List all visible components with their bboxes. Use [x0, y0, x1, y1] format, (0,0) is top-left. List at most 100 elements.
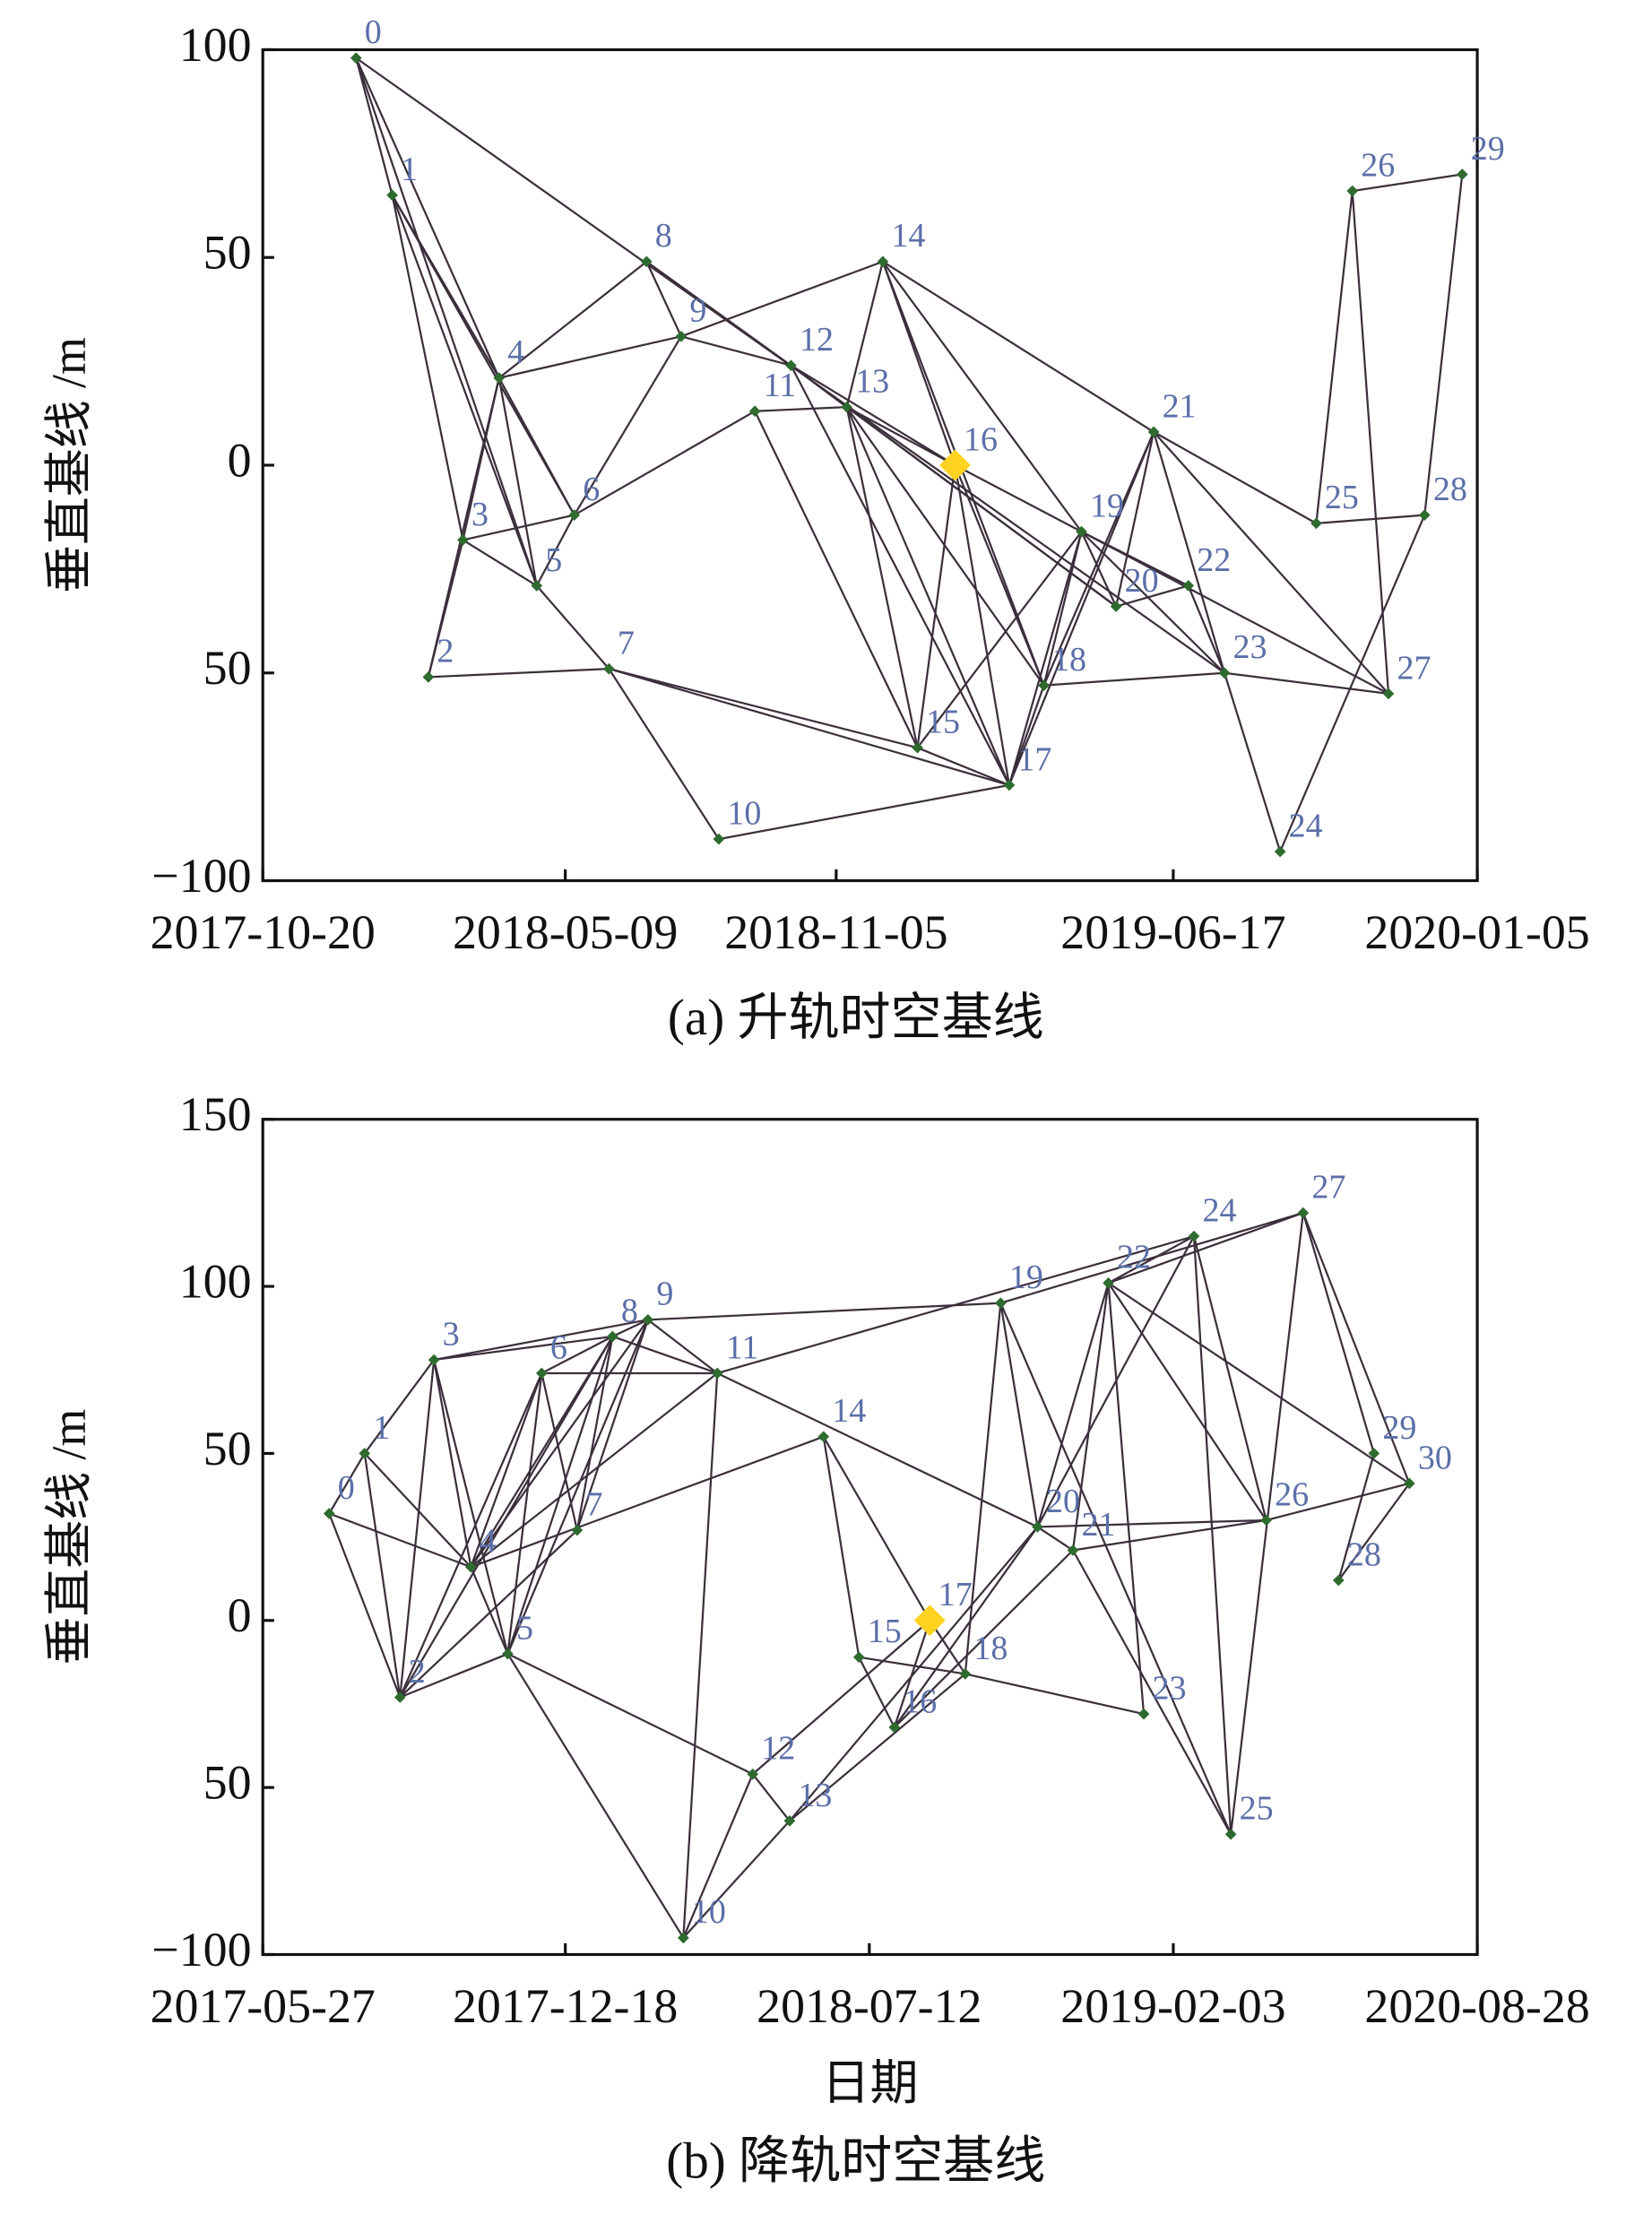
node-label: 14: [891, 217, 925, 255]
baseline-edge: [1042, 531, 1083, 686]
node-label: 24: [1289, 807, 1323, 844]
node-label: 12: [761, 1730, 795, 1768]
baseline-edge: [789, 1526, 1039, 1822]
node-label: 5: [545, 541, 562, 579]
node-label: 6: [550, 1328, 567, 1366]
baseline-edge: [328, 1512, 471, 1569]
edges: [355, 56, 1464, 852]
node: [386, 189, 398, 202]
baseline-edge: [1107, 1282, 1267, 1521]
node-label: 6: [583, 471, 600, 508]
node: [493, 372, 506, 384]
node: [747, 1768, 759, 1780]
baseline-edge: [1115, 431, 1155, 607]
node-label: 3: [443, 1315, 460, 1353]
baseline-edge: [1315, 190, 1354, 523]
baseline-edge: [1042, 431, 1155, 687]
baseline-edge: [1107, 1283, 1146, 1715]
y-tick-label: 0: [228, 1588, 252, 1642]
baseline-edge: [541, 1372, 578, 1531]
node: [877, 255, 889, 268]
node-label: 12: [800, 321, 834, 359]
node-label: 28: [1433, 471, 1467, 508]
baseline-edge: [1337, 1453, 1375, 1581]
node-label: 11: [726, 1328, 759, 1366]
baseline-edge: [498, 260, 647, 379]
baseline-edge: [1080, 531, 1389, 695]
baseline-edge: [535, 515, 575, 586]
node-label: 26: [1361, 146, 1395, 184]
baseline-edge: [752, 1619, 931, 1776]
baseline-edge: [845, 406, 919, 748]
y-tick-label: 50: [203, 226, 252, 280]
node-label: 8: [655, 217, 672, 255]
node: [568, 509, 581, 521]
node: [1137, 1708, 1150, 1720]
baseline-edge: [789, 1673, 966, 1822]
baseline-edge: [1224, 671, 1389, 696]
baseline-edge: [470, 1372, 718, 1569]
baseline-edge: [470, 1319, 649, 1568]
baseline-edge: [574, 410, 756, 516]
node: [713, 833, 725, 845]
baseline-edge: [433, 1359, 509, 1655]
baseline-edge: [1223, 672, 1282, 852]
baseline-edge: [647, 1302, 1001, 1321]
node: [428, 1354, 440, 1366]
node: [1368, 1448, 1380, 1459]
node: [422, 671, 435, 683]
node-label: 19: [1090, 488, 1124, 525]
baseline-edge: [790, 365, 1010, 786]
baseline-edge: [462, 539, 538, 587]
y-axis-title: 垂直基线 /m: [42, 1409, 96, 1665]
node: [1418, 509, 1431, 521]
reference-node: [913, 1605, 946, 1637]
baseline-edge: [1008, 531, 1083, 786]
baseline-edge: [1072, 1518, 1267, 1552]
node: [1076, 525, 1087, 538]
x-axis-title: 日期: [822, 2056, 919, 2110]
node: [1188, 1230, 1200, 1242]
node: [1404, 1477, 1415, 1490]
node-label: 2: [409, 1653, 426, 1691]
baseline-edge: [1036, 1526, 1074, 1552]
node: [783, 1815, 796, 1827]
node-label: 26: [1275, 1475, 1309, 1513]
baseline-edge: [755, 405, 847, 412]
baseline-edge: [399, 1653, 508, 1699]
node-label: 1: [401, 151, 418, 188]
node-label: 20: [1125, 562, 1159, 600]
baseline-edge: [608, 668, 720, 840]
baseline-edge: [916, 464, 956, 748]
baseline-edge: [535, 584, 610, 670]
plot-frame: [261, 48, 1479, 883]
baseline-edge: [718, 783, 1010, 841]
edges: [328, 1212, 1411, 1939]
baseline-edge: [964, 1302, 1002, 1674]
node-label: 14: [832, 1392, 866, 1430]
baseline-edge: [645, 261, 682, 337]
node: [1224, 1828, 1237, 1840]
baseline-edge: [470, 1336, 614, 1568]
node-label: 19: [1009, 1259, 1043, 1296]
node-label: 18: [973, 1630, 1008, 1667]
y-tick-label: 50: [203, 1756, 252, 1810]
node: [888, 1721, 901, 1734]
node: [323, 1508, 335, 1519]
caption: (a) 升轨时空基线: [668, 990, 1044, 1046]
x-tick-label: 2020-08-28: [1364, 1979, 1589, 2033]
node-label: 15: [868, 1613, 902, 1650]
baseline-edge: [822, 1436, 861, 1657]
node-label: 25: [1240, 1790, 1274, 1828]
baseline-edge: [470, 1372, 543, 1568]
node-label: 30: [1418, 1439, 1452, 1476]
node: [1297, 1207, 1310, 1219]
baseline-edge: [882, 261, 1083, 532]
node: [359, 1448, 371, 1459]
node-label: 9: [689, 292, 706, 330]
baseline-edge: [1008, 431, 1155, 786]
node: [912, 741, 923, 754]
baseline-edge: [645, 260, 792, 367]
baseline-edge: [506, 1653, 685, 1939]
node: [748, 405, 761, 418]
